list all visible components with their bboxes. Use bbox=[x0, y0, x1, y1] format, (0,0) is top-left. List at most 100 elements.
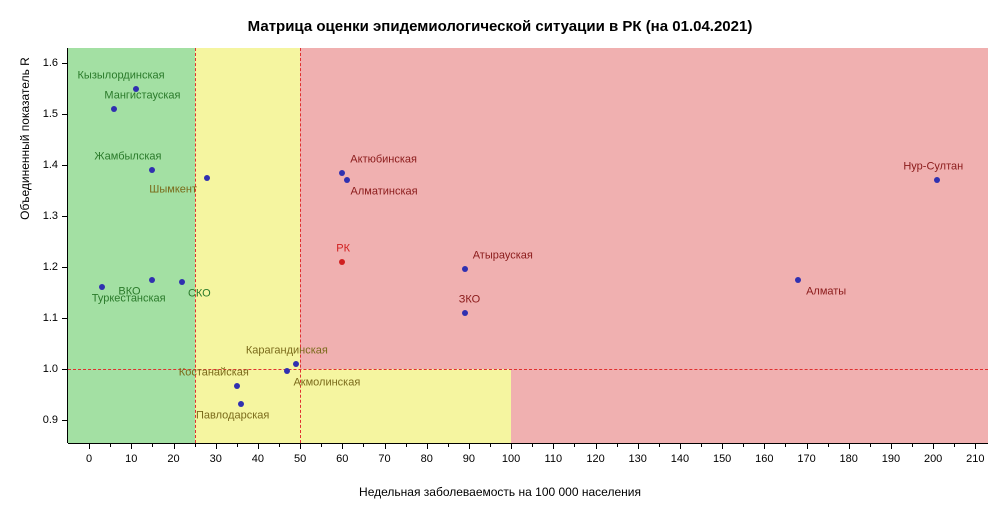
data-point-label: Алматинская bbox=[351, 187, 418, 198]
x-minor-tick bbox=[574, 443, 575, 447]
x-minor-tick bbox=[870, 443, 871, 447]
x-minor-tick bbox=[279, 443, 280, 447]
x-tick-label: 200 bbox=[924, 453, 942, 465]
x-tick bbox=[342, 443, 343, 449]
x-tick bbox=[131, 443, 132, 449]
x-tick bbox=[469, 443, 470, 449]
zone-rect bbox=[68, 48, 195, 443]
y-tick bbox=[62, 369, 68, 370]
plot-area: 0102030405060708090100110120130140150160… bbox=[68, 48, 988, 443]
y-tick-label: 1.2 bbox=[43, 261, 58, 273]
y-tick bbox=[62, 267, 68, 268]
data-point-label: Мангистауская bbox=[104, 91, 180, 102]
data-point bbox=[284, 368, 290, 374]
data-point-label: Атырауская bbox=[473, 251, 533, 262]
data-point bbox=[234, 383, 240, 389]
x-tick bbox=[975, 443, 976, 449]
x-tick bbox=[596, 443, 597, 449]
x-tick-label: 190 bbox=[882, 453, 900, 465]
x-tick bbox=[89, 443, 90, 449]
data-point-label: Алматы bbox=[806, 286, 846, 297]
data-point-label: Карагандинская bbox=[246, 345, 328, 356]
x-tick bbox=[216, 443, 217, 449]
x-tick-label: 100 bbox=[502, 453, 520, 465]
data-point-label: Кызылординская bbox=[78, 70, 165, 81]
x-minor-tick bbox=[701, 443, 702, 447]
data-point bbox=[462, 310, 468, 316]
x-tick bbox=[638, 443, 639, 449]
data-point-label: Павлодарская bbox=[196, 411, 269, 422]
data-point-label: СКО bbox=[188, 289, 211, 300]
x-tick-label: 210 bbox=[966, 453, 984, 465]
zone-rect bbox=[511, 369, 988, 443]
x-minor-tick bbox=[363, 443, 364, 447]
x-minor-tick bbox=[152, 443, 153, 447]
x-tick-label: 30 bbox=[210, 453, 222, 465]
y-tick bbox=[62, 216, 68, 217]
y-axis-label: Объединенный показатель R bbox=[18, 0, 32, 336]
x-tick-label: 50 bbox=[294, 453, 306, 465]
zone-rect bbox=[300, 48, 988, 369]
data-point bbox=[149, 167, 155, 173]
data-point bbox=[111, 106, 117, 112]
x-minor-tick bbox=[490, 443, 491, 447]
data-point bbox=[99, 284, 105, 290]
x-tick-label: 20 bbox=[167, 453, 179, 465]
x-tick bbox=[722, 443, 723, 449]
x-tick bbox=[511, 443, 512, 449]
x-minor-tick bbox=[912, 443, 913, 447]
y-tick bbox=[62, 63, 68, 64]
data-point bbox=[339, 170, 345, 176]
x-minor-tick bbox=[617, 443, 618, 447]
data-point bbox=[149, 277, 155, 283]
epidemiology-matrix-chart: Матрица оценки эпидемиологической ситуац… bbox=[0, 0, 1000, 515]
x-minor-tick bbox=[237, 443, 238, 447]
x-tick-label: 120 bbox=[586, 453, 604, 465]
threshold-vline bbox=[195, 48, 196, 443]
x-tick-label: 70 bbox=[378, 453, 390, 465]
x-tick bbox=[174, 443, 175, 449]
x-minor-tick bbox=[828, 443, 829, 447]
y-tick-label: 1.4 bbox=[43, 159, 58, 171]
data-point-label: Костанайская bbox=[179, 368, 249, 379]
x-tick-label: 140 bbox=[671, 453, 689, 465]
x-tick bbox=[300, 443, 301, 449]
y-tick bbox=[62, 165, 68, 166]
y-tick-label: 1.6 bbox=[43, 57, 58, 69]
data-point-label: Жамбылская bbox=[94, 152, 161, 163]
x-minor-tick bbox=[321, 443, 322, 447]
data-point-label: Актюбинская bbox=[350, 154, 417, 165]
x-minor-tick bbox=[785, 443, 786, 447]
x-tick-label: 160 bbox=[755, 453, 773, 465]
x-tick bbox=[553, 443, 554, 449]
x-tick bbox=[764, 443, 765, 449]
x-tick bbox=[427, 443, 428, 449]
x-tick bbox=[891, 443, 892, 449]
y-tick-label: 1.1 bbox=[43, 312, 58, 324]
x-axis-line bbox=[68, 443, 988, 444]
x-tick-label: 110 bbox=[545, 453, 563, 465]
x-minor-tick bbox=[195, 443, 196, 447]
data-point bbox=[934, 177, 940, 183]
y-tick-label: 1.5 bbox=[43, 108, 58, 120]
data-point-label: РК bbox=[336, 243, 350, 254]
x-tick bbox=[849, 443, 850, 449]
data-point bbox=[462, 266, 468, 272]
x-tick-label: 80 bbox=[421, 453, 433, 465]
x-minor-tick bbox=[532, 443, 533, 447]
y-tick bbox=[62, 420, 68, 421]
x-tick bbox=[933, 443, 934, 449]
x-tick bbox=[680, 443, 681, 449]
x-minor-tick bbox=[743, 443, 744, 447]
data-point-label: ВКО bbox=[118, 286, 140, 297]
x-minor-tick bbox=[448, 443, 449, 447]
x-tick-label: 60 bbox=[336, 453, 348, 465]
zone-rect bbox=[195, 48, 301, 443]
x-tick-label: 180 bbox=[840, 453, 858, 465]
y-tick bbox=[62, 114, 68, 115]
x-tick-label: 130 bbox=[629, 453, 647, 465]
x-tick bbox=[258, 443, 259, 449]
data-point-label: Акмолинская bbox=[293, 378, 360, 389]
data-point bbox=[204, 175, 210, 181]
x-minor-tick bbox=[406, 443, 407, 447]
